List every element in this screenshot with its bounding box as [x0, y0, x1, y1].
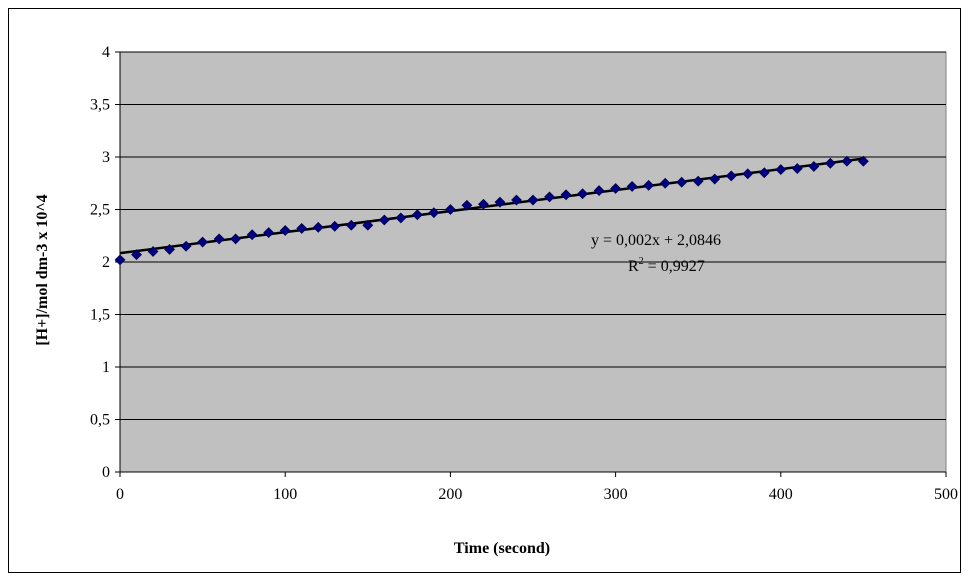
r-squared-superscript: 2	[639, 256, 644, 267]
data-point	[593, 185, 605, 197]
x-tick-label: 0	[116, 486, 124, 503]
x-tick-label: 500	[934, 486, 958, 503]
data-point	[428, 207, 440, 219]
data-point	[577, 188, 588, 200]
y-axis-ticks: 0 0,5 1 1,5 2 2,5 3 3,5 4	[90, 44, 120, 481]
data-point	[692, 175, 704, 187]
data-point	[131, 249, 142, 261]
data-point	[312, 221, 324, 233]
y-tick-label: 3	[102, 149, 110, 166]
data-point	[444, 204, 456, 215]
data-point	[164, 243, 175, 255]
data-point	[378, 214, 390, 226]
trendline-group	[119, 157, 864, 255]
r-squared-prefix: R	[628, 258, 639, 275]
data-point	[527, 194, 539, 206]
data-point	[147, 246, 159, 257]
data-point	[775, 164, 787, 176]
data-point	[857, 155, 869, 167]
x-tick-label: 400	[769, 486, 793, 503]
y-tick-label: 0,5	[90, 412, 110, 429]
data-point	[709, 173, 721, 185]
y-tick-label: 1	[102, 359, 110, 376]
data-point	[659, 177, 671, 189]
data-point	[610, 183, 622, 194]
data-point	[544, 191, 555, 203]
data-point	[345, 219, 357, 231]
y-tick-label: 2,5	[90, 202, 110, 219]
data-point	[461, 199, 473, 211]
data-point	[362, 219, 374, 231]
y-tick-label: 1,5	[90, 307, 110, 324]
data-point	[329, 220, 341, 232]
data-point	[246, 229, 258, 241]
data-point	[725, 170, 737, 182]
data-point	[230, 233, 242, 245]
r-squared-label: R2 = 0,9927	[628, 256, 705, 275]
data-point	[758, 167, 770, 179]
r-squared-value: = 0,9927	[644, 258, 705, 275]
data-point	[197, 236, 209, 248]
y-tick-label: 3,5	[90, 97, 110, 114]
data-point	[791, 163, 803, 174]
data-point	[180, 240, 192, 252]
trendline	[119, 157, 864, 255]
x-tick-label: 300	[604, 486, 628, 503]
data-point	[478, 198, 489, 210]
data-point	[643, 179, 655, 191]
data-point	[626, 180, 638, 192]
y-tick-label: 4	[102, 44, 110, 61]
data-point	[676, 176, 688, 188]
grid-lines	[120, 51, 946, 420]
data-point	[841, 155, 853, 167]
data-points	[114, 155, 869, 266]
data-point	[494, 196, 506, 208]
data-point	[560, 189, 572, 201]
data-point	[296, 222, 308, 234]
x-tick-label: 200	[438, 486, 462, 503]
data-point	[263, 227, 275, 239]
x-axis-ticks: 0 100 200 300 400 500	[116, 472, 958, 503]
data-point	[395, 212, 407, 224]
data-point	[411, 209, 423, 221]
data-point	[279, 225, 291, 236]
data-point	[824, 157, 836, 169]
x-axis-title: Time (second)	[454, 540, 550, 557]
data-point	[213, 233, 225, 245]
y-tick-label: 2	[102, 254, 110, 271]
data-point	[511, 194, 522, 206]
y-axis-title: [H+]/mol dm-3 x 10^4	[34, 194, 51, 345]
x-tick-label: 100	[273, 486, 297, 503]
y-tick-label: 0	[102, 464, 110, 481]
data-point	[114, 254, 126, 266]
data-point	[808, 161, 820, 172]
trendline-equation: y = 0,002x + 2,0846	[591, 232, 721, 249]
data-point	[742, 168, 754, 180]
